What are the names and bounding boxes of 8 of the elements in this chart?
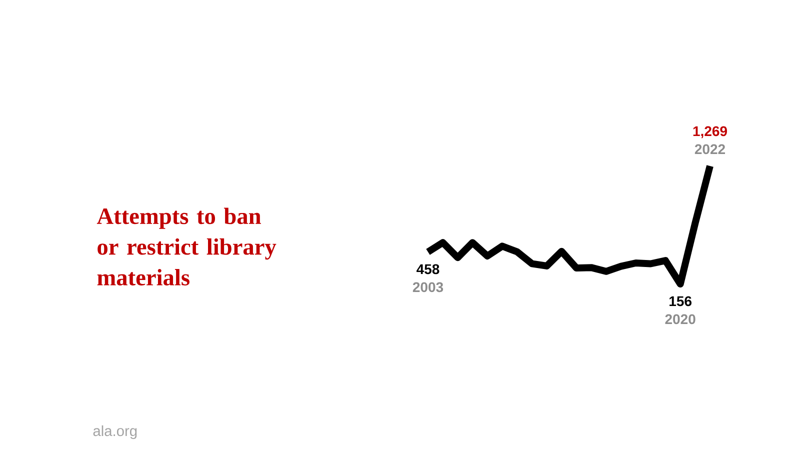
data-label: 458 <box>416 264 440 274</box>
text: Attempts to ban or restrict library materials <box>96 208 276 286</box>
x-tick-label: 2022 <box>694 144 725 154</box>
text: ala.org <box>93 425 137 440</box>
data-label: 1,269 <box>693 126 727 138</box>
data-label: 156 <box>670 296 692 306</box>
x-tick-label: 2020 <box>665 314 696 324</box>
x-tick-label: 2003 <box>412 282 444 292</box>
